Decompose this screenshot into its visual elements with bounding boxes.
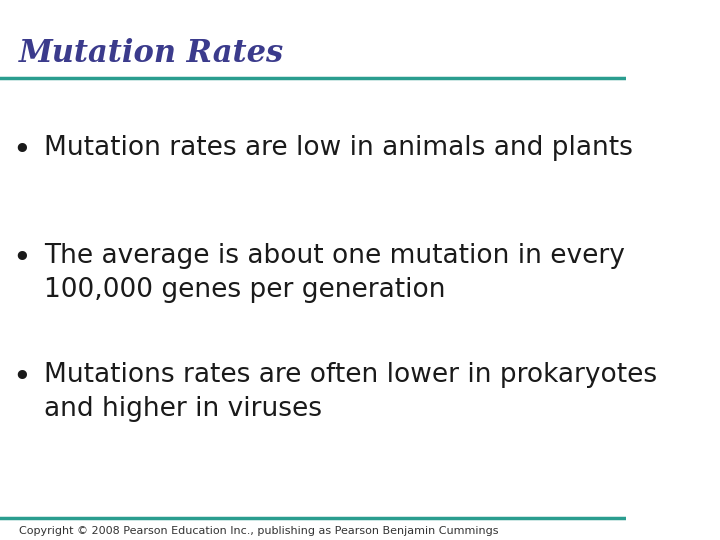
Text: The average is about one mutation in every
100,000 genes per generation: The average is about one mutation in eve… xyxy=(44,243,625,303)
Text: Mutation rates are low in animals and plants: Mutation rates are low in animals and pl… xyxy=(44,135,633,161)
Text: •: • xyxy=(12,243,31,274)
Text: Mutation Rates: Mutation Rates xyxy=(19,38,284,69)
Text: •: • xyxy=(12,362,31,393)
Text: •: • xyxy=(12,135,31,166)
Text: Mutations rates are often lower in prokaryotes
and higher in viruses: Mutations rates are often lower in proka… xyxy=(44,362,657,422)
Text: Copyright © 2008 Pearson Education Inc., publishing as Pearson Benjamin Cummings: Copyright © 2008 Pearson Education Inc.,… xyxy=(19,526,498,537)
